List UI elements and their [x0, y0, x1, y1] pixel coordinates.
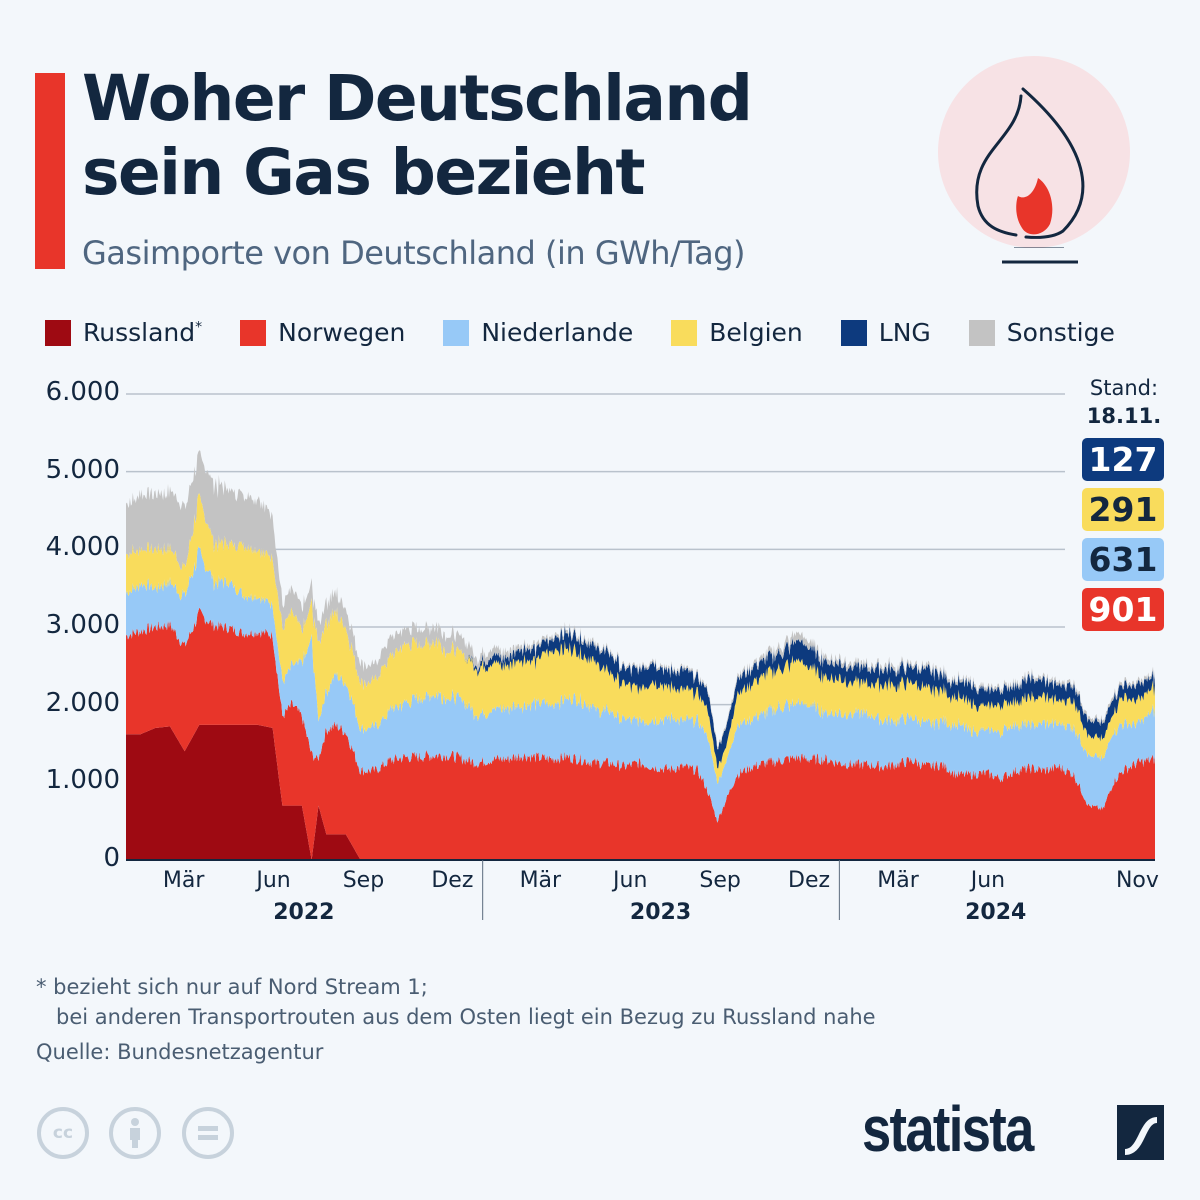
year-label: 2023: [629, 900, 692, 925]
area-belgien: [126, 493, 1155, 784]
y-tick-label: 5.000: [45, 454, 120, 485]
footnote: * bezieht sich nur auf Nord Stream 1; be…: [36, 972, 876, 1032]
stand-text: Stand:: [1089, 376, 1159, 400]
stand-date: 18.11.: [1086, 404, 1162, 428]
title-line-2: sein Gas bezieht: [82, 136, 646, 209]
legend-swatch-lng: [840, 319, 867, 346]
year-label: 2024: [965, 900, 1027, 925]
x-tick-label: Mär: [162, 868, 205, 893]
badge-belgien: 291: [1082, 488, 1164, 531]
legend-item-lng: LNG: [840, 318, 931, 347]
year-label: 2022: [273, 900, 335, 925]
legend-label-russland: Russland*: [83, 318, 203, 347]
legend-swatch-russland: [45, 319, 71, 346]
legend-swatch-sonstige: [968, 319, 995, 346]
x-tick-label: Nov: [1115, 868, 1159, 893]
legend-item-norwegen: Norwegen: [240, 318, 405, 347]
y-tick-label: 4.000: [45, 532, 120, 563]
footnote-line-1: * bezieht sich nur auf Nord Stream 1;: [36, 975, 428, 999]
x-tick-label: Jun: [613, 868, 648, 893]
area-norwegen: [126, 607, 1155, 860]
statista-logo[interactable]: statista: [862, 1093, 1034, 1165]
legend-swatch-belgien: [671, 319, 698, 346]
footnote-line-2: bei anderen Transportrouten aus dem Oste…: [56, 1005, 876, 1029]
badge-niederlande: 631: [1082, 538, 1164, 581]
legend-label-lng: LNG: [878, 318, 931, 347]
accent-bar: [35, 73, 65, 269]
x-tick-label: Dez: [431, 868, 474, 893]
x-tick-label: Mär: [877, 868, 919, 893]
legend-item-belgien: Belgien: [671, 318, 803, 347]
statista-logo-mark: [1117, 1105, 1164, 1160]
attribution-icon[interactable]: [109, 1107, 161, 1159]
x-tick-label: Mär: [519, 868, 562, 893]
legend-item-sonstige: Sonstige: [968, 318, 1115, 347]
legend-label-belgien: Belgien: [709, 318, 803, 347]
legend-item-niederlande: Niederlande: [443, 318, 633, 347]
cc-icon[interactable]: cc: [37, 1107, 89, 1159]
area-niederlande: [126, 546, 1155, 823]
stand-label: Stand: 18.11.: [1078, 374, 1170, 430]
gas-flame-icon: [938, 56, 1130, 251]
y-tick-label: 0: [103, 843, 120, 873]
badge-lng: 127: [1082, 438, 1164, 481]
x-tick-label: Jun: [970, 868, 1006, 893]
legend: Russland* Norwegen Niederlande Belgien L…: [45, 318, 1153, 347]
x-tick-label: Sep: [699, 868, 741, 893]
y-tick-label: 6.000: [45, 377, 120, 407]
x-tick-label: Sep: [342, 868, 385, 893]
x-tick-label: Dez: [788, 868, 831, 893]
legend-item-russland: Russland*: [45, 318, 202, 347]
subtitle: Gasimporte von Deutschland (in GWh/Tag): [82, 234, 746, 272]
legend-label-norwegen: Norwegen: [278, 318, 406, 347]
burner-base-icon: [1002, 260, 1078, 264]
legend-label-niederlande: Niederlande: [481, 318, 634, 347]
no-derivatives-icon[interactable]: [182, 1107, 234, 1159]
title-line-1: Woher Deutschland: [82, 62, 753, 135]
y-tick-label: 3.000: [45, 610, 120, 640]
page-title: Woher Deutschland sein Gas bezieht: [82, 62, 753, 210]
area-russland: [126, 724, 1155, 860]
y-tick-label: 1.000: [45, 765, 120, 796]
legend-label-sonstige: Sonstige: [1006, 318, 1115, 347]
badge-norwegen: 901: [1082, 588, 1164, 631]
legend-swatch-niederlande: [443, 319, 470, 346]
y-tick-label: 2.000: [45, 687, 120, 718]
area-sonstige: [126, 450, 1155, 750]
legend-swatch-norwegen: [240, 319, 267, 346]
source: Quelle: Bundesnetzagentur: [36, 1040, 324, 1064]
x-tick-label: Jun: [256, 868, 291, 893]
